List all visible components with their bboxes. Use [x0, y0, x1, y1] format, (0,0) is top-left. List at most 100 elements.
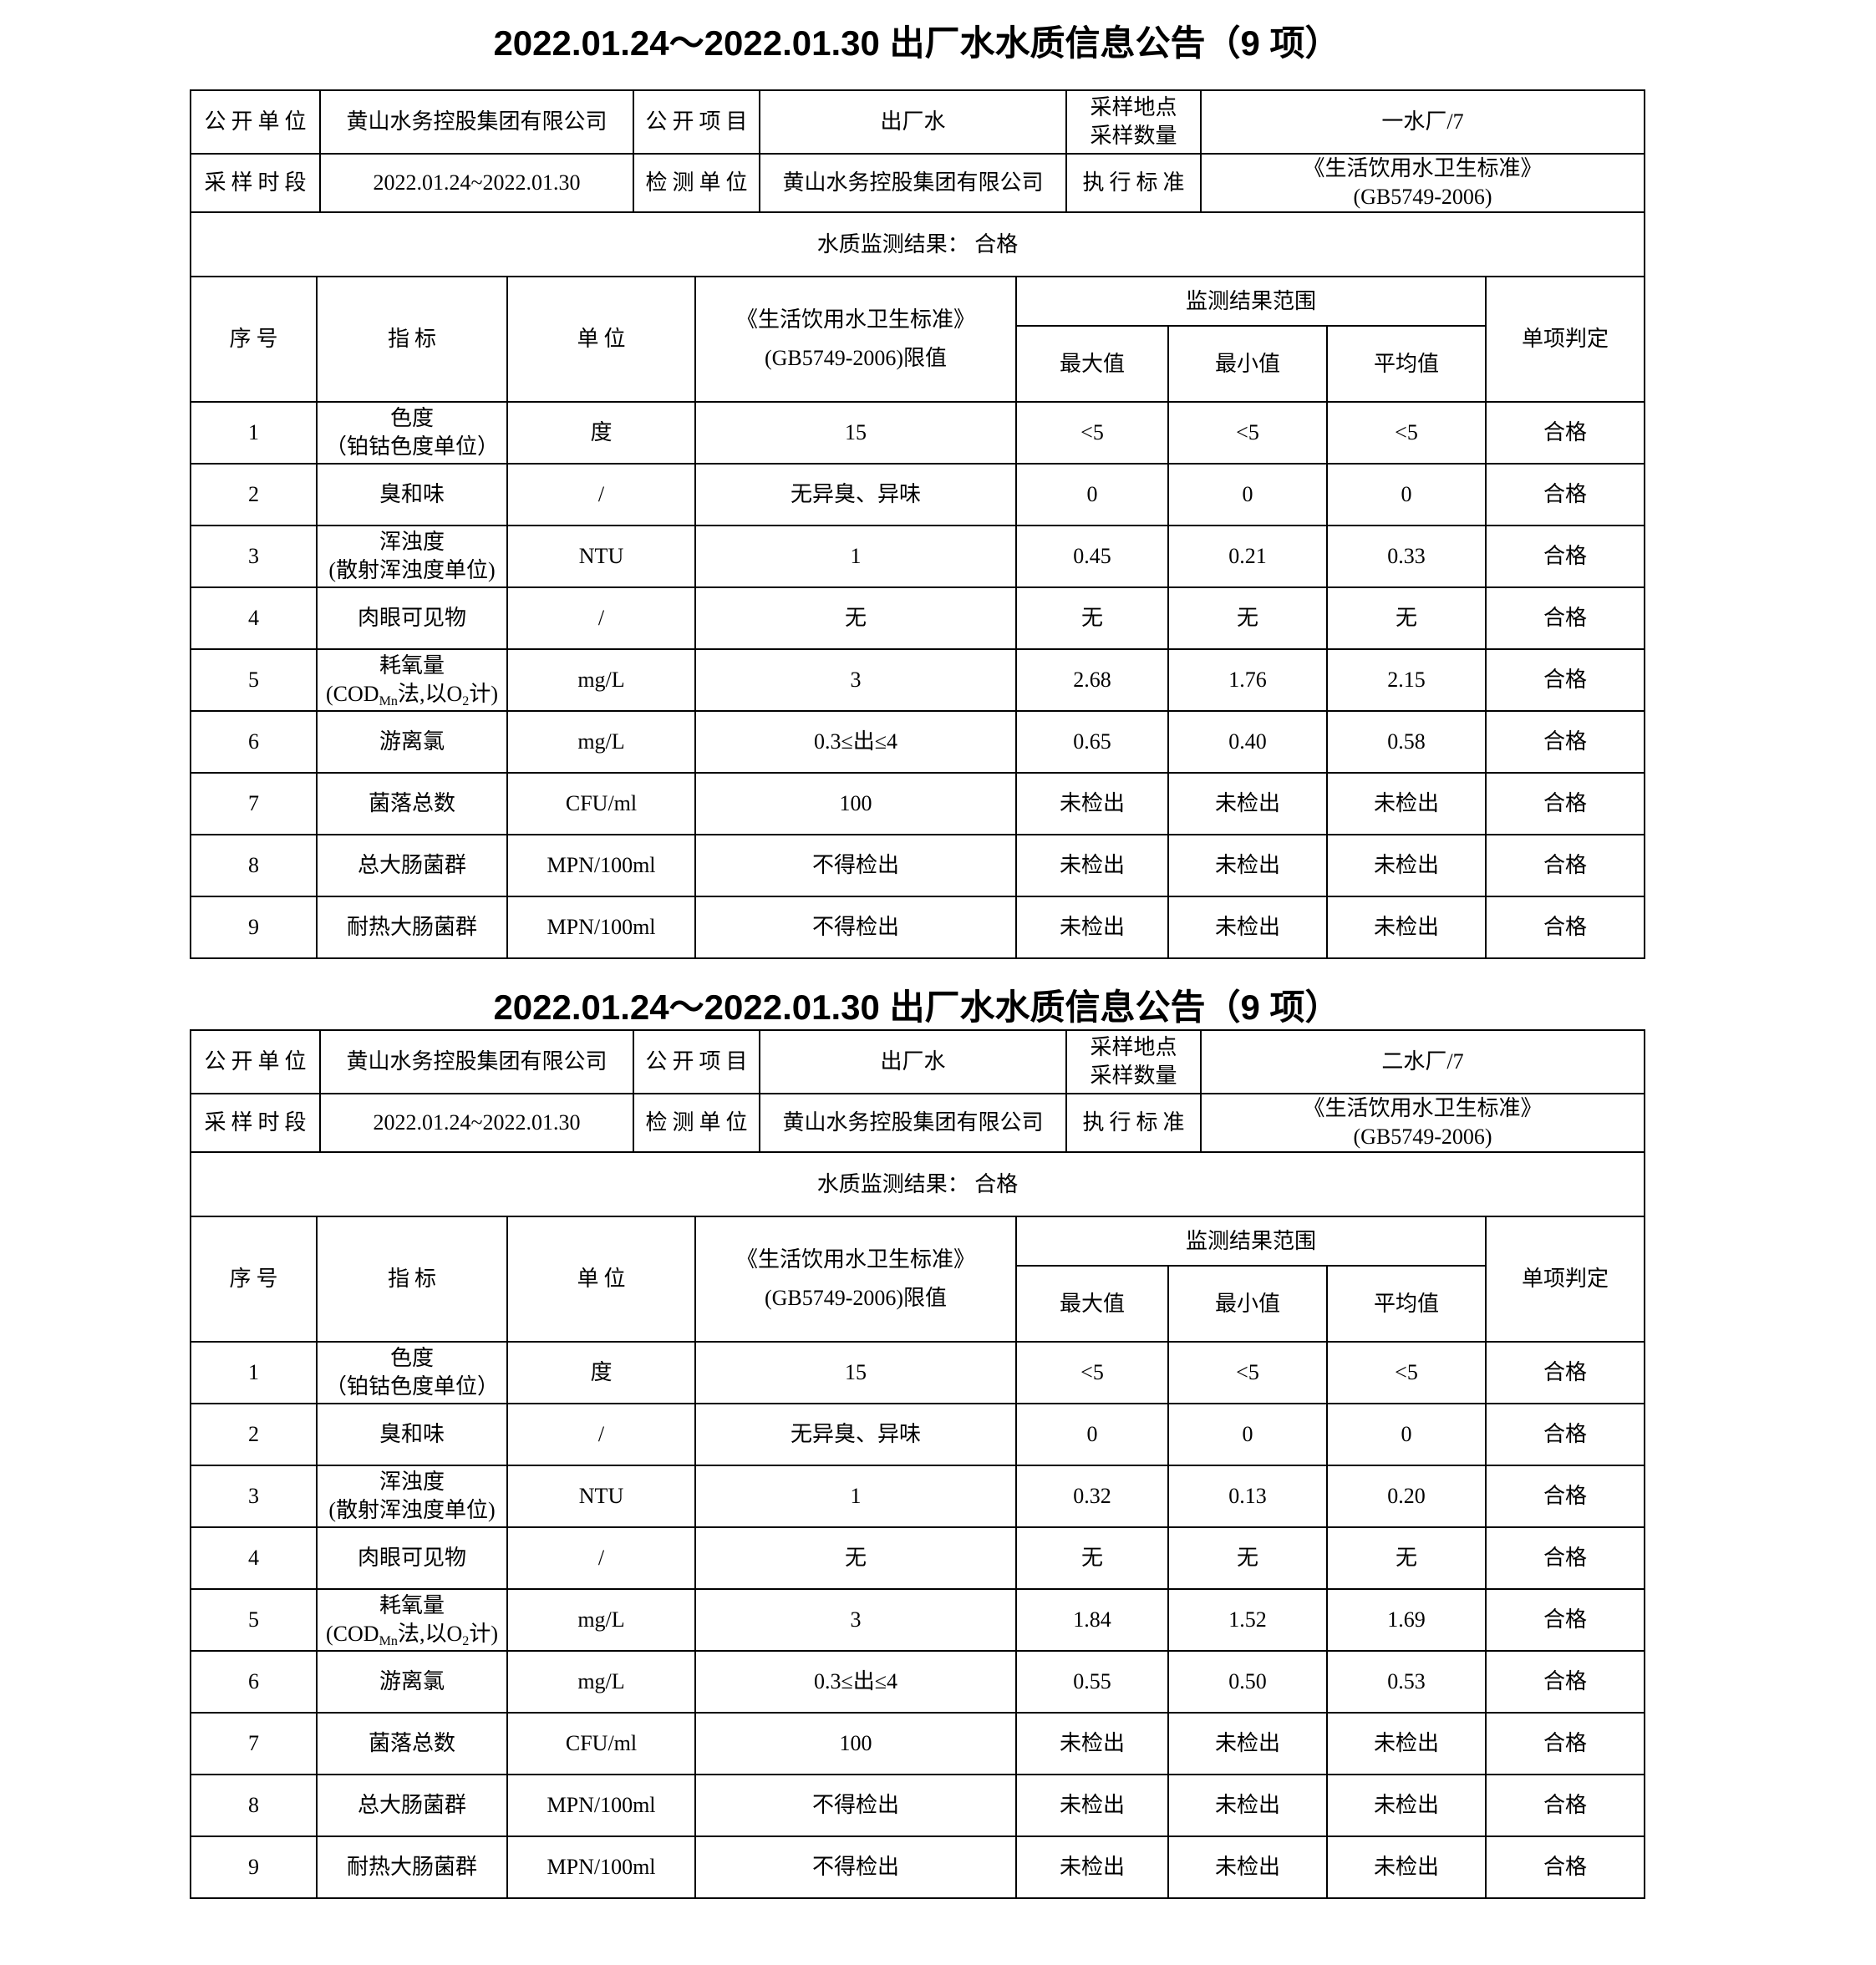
- table-body: 1 色度 （铂钴色度单位）度 15 <5 <5 <5 合格 2 臭和味 / 无异臭、异味 0 0 0 合格 3 浑…: [190, 1341, 1645, 1899]
- column-header-avg: 平均值: [1326, 325, 1487, 403]
- cell-line: 未检出: [1373, 1793, 1439, 1817]
- column-header-indicator: 指标: [316, 276, 508, 403]
- cell-line: 未检出: [1059, 915, 1125, 939]
- cell-line: 无: [844, 1546, 867, 1570]
- column-header-no: 序号: [190, 1216, 318, 1343]
- cell-line: 未检出: [1214, 915, 1280, 939]
- unit-cell: mg/L: [506, 648, 696, 712]
- table-row: 1 色度 （铂钴色度单位） 度 15 <5 <5 <5 合格: [190, 1341, 1645, 1404]
- limit-header-line1: 《生活饮用水卫生标准》: [735, 307, 975, 332]
- indicator-cell: 总大肠菌群: [316, 1774, 508, 1837]
- judgement-cell: 合格: [1485, 710, 1645, 774]
- indicator-cell: 肉眼可见物: [316, 1526, 508, 1590]
- info-value-sample-site-count: 一水厂/7: [1200, 89, 1645, 155]
- unit-cell: NTU: [506, 1465, 696, 1528]
- limit-header-line2: (GB5749-2006)限值: [764, 1286, 948, 1310]
- cell-line: 不得检出: [811, 853, 899, 877]
- cell-line: 0.53: [1387, 1669, 1426, 1693]
- indicator-cell: 色度 （铂钴色度单位）: [316, 1341, 508, 1404]
- column-header-result-range: 监测结果范围: [1015, 276, 1487, 327]
- avg-value-cell: 0: [1326, 1403, 1487, 1466]
- cell-line: 度: [590, 1360, 613, 1384]
- cell-line: <5: [1236, 1360, 1259, 1384]
- column-header-judgement: 单项判定: [1485, 276, 1645, 403]
- limit-cell: 不得检出: [694, 1836, 1017, 1899]
- cell-line: 未检出: [1059, 1793, 1125, 1817]
- indicator-cell: 臭和味: [316, 463, 508, 526]
- column-header-judgement: 单项判定: [1485, 1216, 1645, 1343]
- cell-line: 未检出: [1373, 1731, 1439, 1755]
- min-value-cell: 未检出: [1167, 1836, 1328, 1899]
- cell-line: 2: [248, 482, 259, 506]
- cell-line: 色度: [389, 406, 434, 430]
- cell-line: 无异臭、异味: [790, 482, 921, 506]
- cell-line: 未检出: [1373, 853, 1439, 877]
- cell-line: 合格: [1543, 1360, 1587, 1384]
- avg-value-cell: <5: [1326, 1341, 1487, 1404]
- table-row: 7 菌落总数 CFU/ml 100 未检出 未检出 未检出 合格: [190, 1712, 1645, 1775]
- cell-line: 未检出: [1373, 791, 1439, 815]
- unit-cell: mg/L: [506, 1588, 696, 1652]
- cell-line: 合格: [1543, 1669, 1587, 1693]
- max-value-cell: <5: [1015, 1341, 1169, 1404]
- cell-line: 5: [248, 668, 259, 692]
- cell-line: mg/L: [577, 1607, 625, 1632]
- cell-line: 0.21: [1228, 544, 1267, 568]
- limit-cell: 3: [694, 1588, 1017, 1652]
- cell-line: 1.76: [1228, 668, 1267, 692]
- cell-line: 合格: [1543, 853, 1587, 877]
- info-label-sample-site-count: 采样地点 采样数量: [1065, 1029, 1202, 1094]
- cell-line: 菌落总数: [368, 1731, 455, 1755]
- cell-line: 未检出: [1214, 853, 1280, 877]
- cell-line: 度: [590, 420, 613, 444]
- cell-line: 0.33: [1387, 544, 1426, 568]
- limit-header-line2: (GB5749-2006)限值: [764, 346, 948, 370]
- column-header-min: 最小值: [1167, 1265, 1328, 1343]
- min-value-cell: 1.76: [1167, 648, 1328, 712]
- max-value-cell: 0: [1015, 463, 1169, 526]
- max-value-cell: 未检出: [1015, 834, 1169, 897]
- limit-cell: 1: [694, 1465, 1017, 1528]
- cell-line: 100: [839, 791, 872, 815]
- cell-line: 8: [248, 1793, 259, 1817]
- cell-line: mg/L: [577, 668, 625, 692]
- cell-line: 0.32: [1073, 1484, 1111, 1508]
- header-row-top: 序号 指标 单位 《生活饮用水卫生标准》 (GB5749-2006)限值 监测结…: [190, 276, 1645, 403]
- cell-line: 0.3≤出≤4: [813, 729, 898, 754]
- cell-line: mg/L: [577, 1669, 625, 1693]
- cell-line: 无: [1080, 606, 1103, 630]
- judgement-cell: 合格: [1485, 1341, 1645, 1404]
- indicator-cell: 菌落总数: [316, 1712, 508, 1775]
- min-value-cell: 1.52: [1167, 1588, 1328, 1652]
- unit-cell: /: [506, 463, 696, 526]
- cell-line: <5: [1395, 1360, 1418, 1384]
- max-value-cell: 0: [1015, 1403, 1169, 1466]
- monitoring-result-line: 水质监测结果： 合格: [190, 1151, 1645, 1217]
- result-row: 水质监测结果： 合格: [190, 1151, 1645, 1217]
- info-label-public-item: 公开项目: [633, 1029, 760, 1094]
- cell-line: 耐热大肠菌群: [346, 1855, 477, 1879]
- max-value-cell: <5: [1015, 401, 1169, 465]
- unit-cell: CFU/ml: [506, 1712, 696, 1775]
- limit-cell: 无: [694, 1526, 1017, 1590]
- min-value-cell: 未检出: [1167, 772, 1328, 835]
- info-value-standard: 《生活饮用水卫生标准》 (GB5749-2006): [1200, 1093, 1645, 1153]
- judgement-cell: 合格: [1485, 1465, 1645, 1528]
- report-info-table: 公开单位 黄山水务控股集团有限公司 公开项目 出厂水 采样地点 采样数量 一水厂…: [190, 89, 1645, 277]
- cell-line: 无异臭、异味: [790, 1422, 921, 1446]
- cell-line: (散射浑浊度单位): [328, 558, 496, 582]
- cell-line: 1: [248, 420, 259, 444]
- cell-line: 合格: [1543, 1484, 1587, 1508]
- limit-cell: 无: [694, 586, 1017, 650]
- water-quality-table: 序号 指标 单位 《生活饮用水卫生标准》 (GB5749-2006)限值 监测结…: [190, 1216, 1645, 1899]
- judgement-cell: 合格: [1485, 772, 1645, 835]
- report-block-2: 2022.01.24～2022.01.30 出厂水水质信息公告（9 项） 公开单…: [190, 986, 1645, 1899]
- cell-line: 8: [248, 853, 259, 877]
- cell-line: 浑浊度: [379, 530, 445, 554]
- avg-value-cell: 无: [1326, 586, 1487, 650]
- avg-value-cell: 无: [1326, 1526, 1487, 1590]
- cell-line: 未检出: [1214, 1793, 1280, 1817]
- limit-cell: 100: [694, 772, 1017, 835]
- judgement-cell: 合格: [1485, 1774, 1645, 1837]
- row-number-cell: 4: [190, 1526, 318, 1590]
